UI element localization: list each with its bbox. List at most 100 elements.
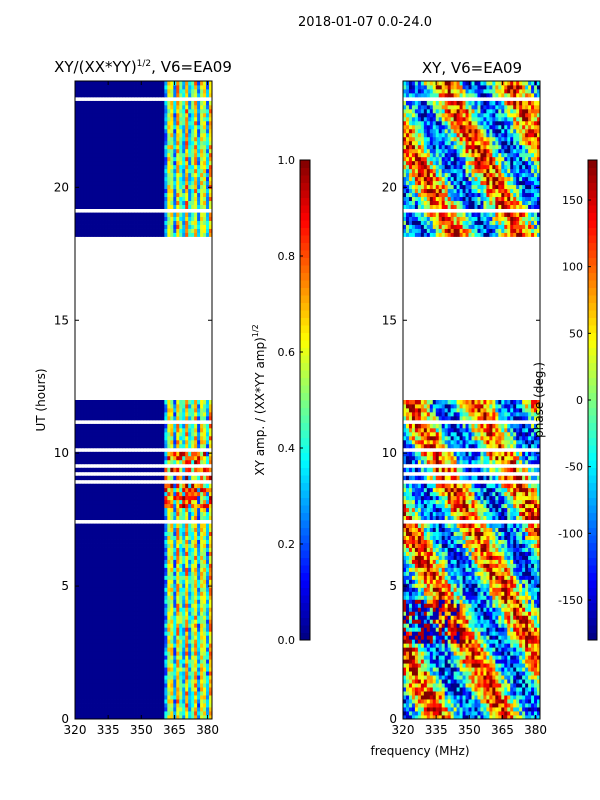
amp-cell [197, 619, 201, 624]
amp-cell [80, 459, 85, 465]
amp-cell [125, 547, 130, 552]
amp-cell [101, 168, 106, 174]
amp-cell [176, 587, 180, 592]
amp-cell [86, 435, 91, 441]
figure-suptitle: 2018-01-07 0.0-24.0 [298, 15, 432, 30]
amp-cell [161, 559, 165, 564]
amp-cell [152, 200, 156, 206]
amp-cell [194, 507, 198, 513]
amp-cell [107, 196, 112, 202]
amp-cell [75, 224, 79, 229]
amp-cell [167, 671, 171, 676]
amp-cell [86, 200, 91, 206]
amp-cell [101, 675, 106, 680]
amp-cell [149, 160, 153, 166]
amp-cell [161, 152, 165, 158]
amp-cell [140, 116, 144, 122]
amp-cell [77, 423, 82, 429]
amp-cell [152, 707, 156, 712]
amp-cell [98, 108, 103, 114]
amp-cell [101, 663, 106, 668]
amp-cell [185, 172, 189, 178]
amp-cell [200, 148, 204, 154]
amp-cell [173, 655, 177, 660]
amp-cell [119, 707, 124, 712]
amp-cell [134, 435, 138, 441]
amp-cell [197, 571, 201, 576]
amp-cell [143, 192, 147, 198]
amp-cell [104, 423, 109, 429]
amp-cell [155, 495, 159, 501]
amp-cell [149, 687, 153, 692]
amp-cell [143, 675, 147, 680]
amp-cell [140, 587, 144, 592]
amp-cell [176, 699, 180, 704]
amp-cell [176, 715, 180, 720]
amp-cell [158, 631, 162, 636]
amp-cell [194, 196, 198, 202]
amp-cell [194, 475, 198, 481]
amp-cell [194, 104, 198, 110]
amp-cell [149, 635, 153, 640]
amp-cell [80, 503, 85, 509]
amp-cell [152, 411, 156, 417]
amp-cell [167, 427, 171, 433]
amp-cell [101, 443, 106, 449]
amp-cell [75, 220, 79, 225]
amp-cell [158, 619, 162, 624]
amp-cell [116, 559, 121, 564]
amp-cell [131, 515, 135, 521]
amp-cell [206, 459, 210, 465]
amp-cell [95, 467, 100, 473]
amp-cell [98, 683, 103, 688]
amp-cell [203, 423, 207, 429]
amp-cell [164, 695, 168, 700]
amp-cell [95, 216, 100, 221]
amp-cell [134, 611, 138, 616]
amp-cell [131, 591, 135, 596]
amp-cell [134, 152, 138, 158]
amp-cell [119, 635, 124, 640]
amp-cell [200, 679, 204, 684]
amp-cell [75, 575, 79, 580]
amp-cell [80, 455, 85, 461]
amp-cell [107, 188, 112, 194]
amp-cell [191, 220, 195, 225]
amp-cell [125, 563, 130, 568]
amp-cell [131, 655, 135, 660]
amp-cell [182, 619, 186, 624]
amp-cell [152, 643, 156, 648]
amp-cell [164, 535, 168, 540]
amp-cell [143, 160, 147, 166]
amp-cell [173, 703, 177, 708]
amp-cell [149, 619, 153, 624]
amp-cell [137, 467, 141, 473]
amp-cell [104, 443, 109, 449]
amp-cell [125, 631, 130, 636]
amp-cell [152, 132, 156, 138]
amp-cell [104, 647, 109, 652]
amp-cell [75, 651, 79, 656]
amp-cell [77, 411, 82, 417]
amp-cell [155, 515, 159, 521]
amp-cell [173, 663, 177, 668]
amp-cell [191, 224, 195, 229]
amp-cell [209, 507, 213, 513]
amp-cell [113, 212, 118, 217]
amp-cell [125, 591, 130, 596]
amp-cell [131, 579, 135, 584]
amp-cell [75, 120, 79, 126]
amp-cell [116, 591, 121, 596]
amp-cell [176, 415, 180, 421]
amp-cell [101, 400, 106, 405]
amp-cell [176, 475, 180, 481]
amp-cell [143, 184, 147, 190]
amp-cell [101, 567, 106, 572]
amp-cell [134, 579, 138, 584]
amp-cell [152, 531, 156, 536]
amp-cell [128, 124, 132, 130]
amp-cell [89, 136, 94, 142]
amp-cell [140, 659, 144, 664]
amp-cell [158, 196, 162, 202]
amp-cell [119, 112, 124, 118]
